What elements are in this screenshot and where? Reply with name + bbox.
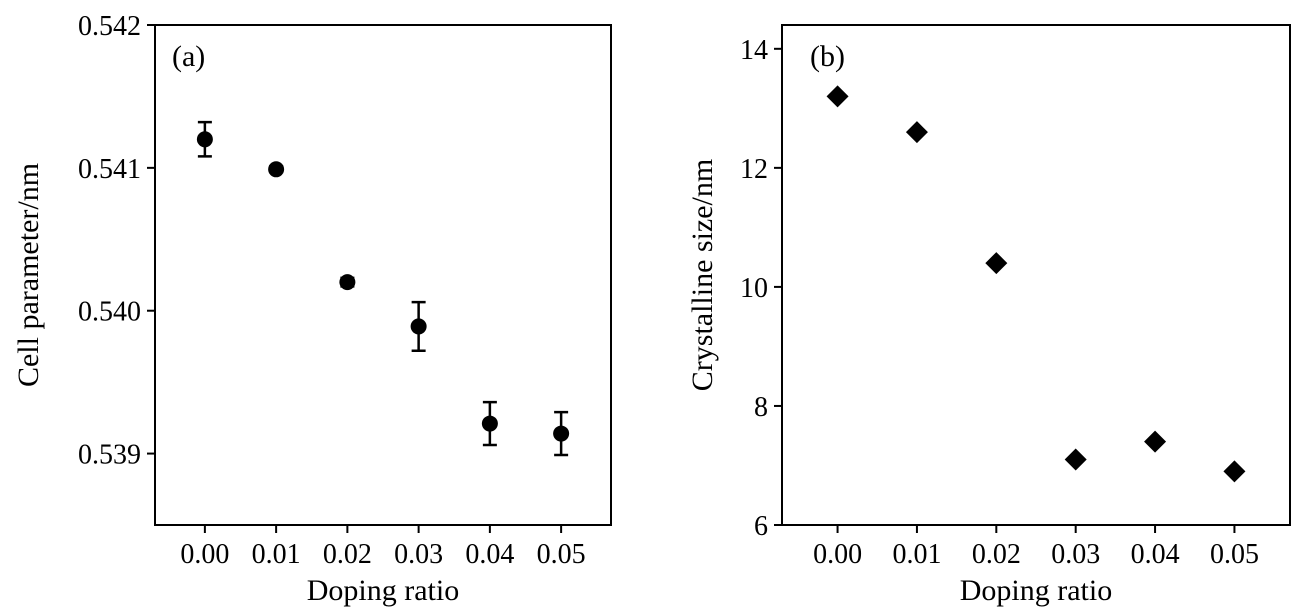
panel-b-y-axis-label: Crystalline size/nm [686,159,719,391]
panel-a-label: (a) [172,40,205,73]
y-tick-label: 14 [740,35,768,66]
data-point [196,131,213,148]
data-point [985,252,1008,275]
y-tick-label: 0.542 [78,11,141,42]
x-tick-label: 0.04 [465,539,514,570]
panel-a-y-axis-label: Cell parameter/nm [12,163,45,387]
panel-a-x-axis: 0.00 0.01 0.02 0.03 0.04 0.05 [180,525,586,570]
y-tick-label: 0.541 [78,154,141,185]
x-tick-label: 0.03 [1051,539,1100,570]
y-tick-label: 12 [740,154,768,185]
data-point [268,161,285,178]
data-point [410,318,427,335]
y-tick-label: 8 [754,392,768,423]
panel-b-data-points [826,85,1246,483]
x-tick-label: 0.01 [892,539,941,570]
data-point [1223,460,1246,483]
x-tick-label: 0.03 [394,539,443,570]
data-point [481,415,498,432]
y-tick-label: 0.539 [78,440,141,471]
panel-b-plot-frame [781,24,1291,526]
x-tick-label: 0.02 [323,539,372,570]
data-point [1064,448,1087,471]
data-point [553,425,570,442]
y-tick-label: 6 [754,511,768,542]
x-tick-label: 0.01 [252,539,301,570]
data-point [1144,430,1167,453]
x-tick-label: 0.05 [1210,539,1259,570]
data-point [339,274,356,291]
data-point [905,121,928,144]
x-tick-label: 0.02 [972,539,1021,570]
panel-b-x-axis: 0.00 0.01 0.02 0.03 0.04 0.05 [813,525,1259,570]
panel-a-y-axis: 0.539 0.540 0.541 0.542 [78,11,155,471]
panel-b-x-axis-label: Doping ratio [960,574,1112,607]
panel-a-data-points [196,120,570,457]
x-tick-label: 0.00 [180,539,229,570]
y-tick-label: 10 [740,273,768,304]
panel-b-label: (b) [810,40,845,73]
x-tick-label: 0.04 [1131,539,1180,570]
x-tick-label: 0.00 [813,539,862,570]
data-point [826,85,849,108]
panel-a-plot-frame [154,24,612,526]
panel-a-x-axis-label: Doping ratio [307,574,459,607]
panel-b-y-axis: 6 8 10 12 14 [740,35,782,542]
panel-a-cell-parameter-chart: (a) 0.00 0.01 0.02 0.03 0.04 0.05 0.5390.5400… [12,11,612,607]
y-tick-label: 0.540 [78,297,141,328]
panel-b-crystalline-size-chart: (b) 0.00 0.01 0.02 0.03 0.04 0.05 6 8 10 12 14 Do… [686,24,1291,607]
x-tick-label: 0.05 [537,539,586,570]
